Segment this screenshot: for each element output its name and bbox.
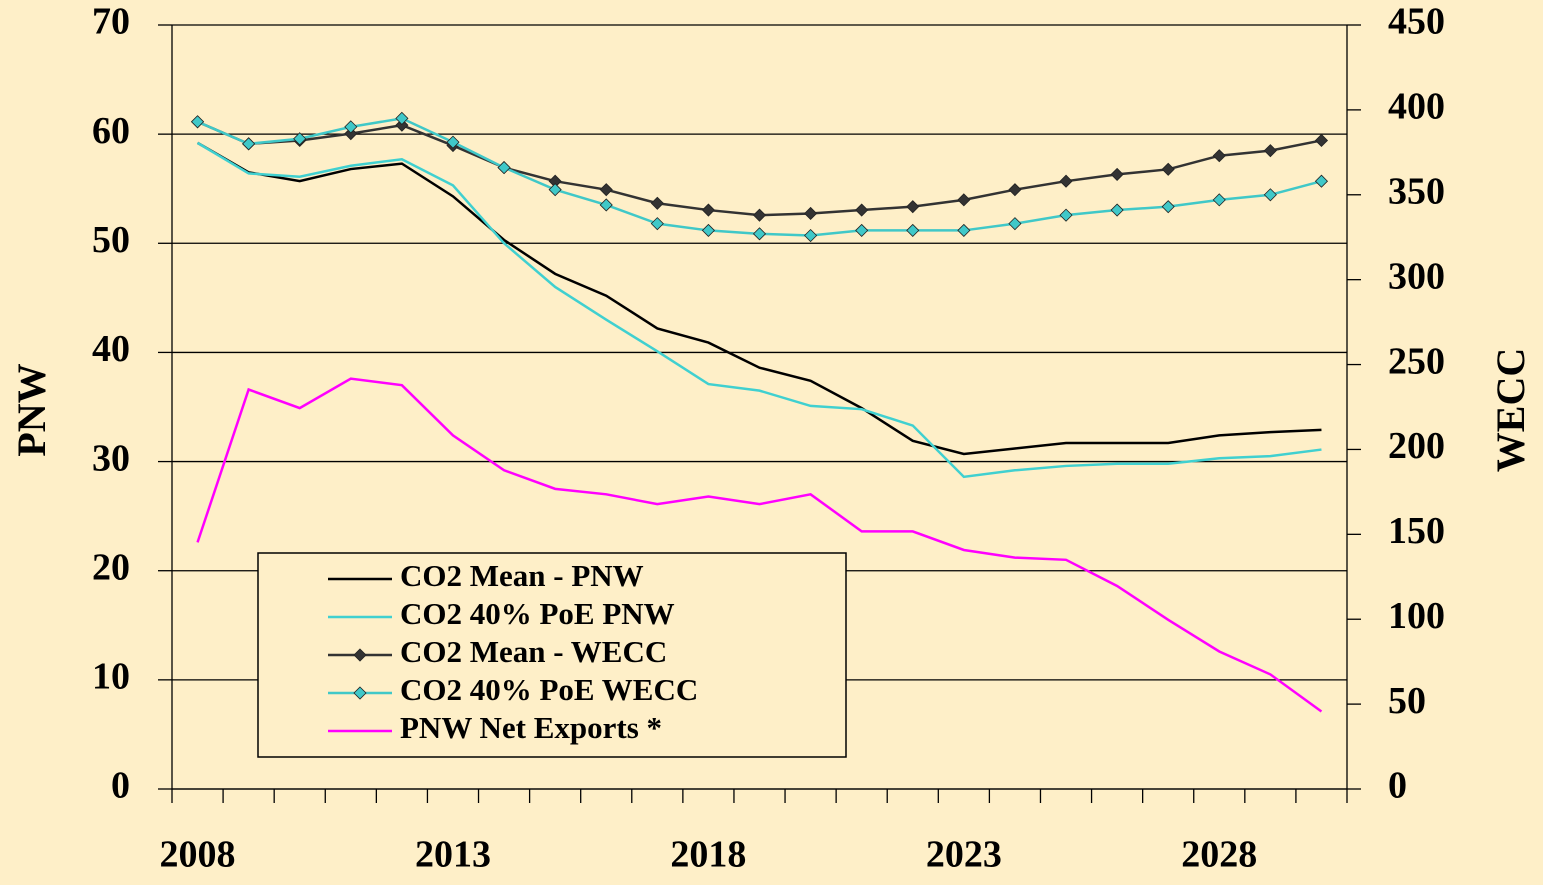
data-point [1059,174,1073,188]
legend-marker [353,686,367,700]
data-point [752,227,767,241]
y-tick-label: 60 [92,110,130,152]
data-point [1161,162,1175,176]
legend-label: CO2 Mean - WECC [400,634,667,669]
data-point [395,111,409,125]
y-tick-label: 10 [92,656,130,698]
legend-label: CO2 Mean - PNW [400,558,644,593]
data-point [1059,208,1073,222]
legend-label: CO2 40% PoE WECC [400,672,698,707]
y2-tick-label: 450 [1388,1,1445,43]
data-point [906,223,920,237]
data-point [1212,149,1226,163]
y-axis-title: PNW [9,363,54,456]
data-point [497,161,511,175]
data-point [242,137,256,151]
data-point [1314,174,1329,188]
y2-tick-label: 50 [1388,680,1426,722]
data-point [701,203,715,217]
data-point [190,115,205,129]
data-point [650,196,664,210]
y2-tick-label: 250 [1388,340,1445,382]
data-point [599,198,613,212]
y2-tick-label: 350 [1388,170,1445,212]
series-line [196,141,1322,479]
data-point [804,228,818,243]
data-point [1314,133,1329,148]
data-point [446,135,460,149]
x-tick-label: 2023 [926,834,1002,876]
y-tick-label: 20 [92,546,130,588]
data-point [752,208,767,222]
data-point [701,223,715,237]
y2-tick-label: 100 [1388,595,1445,637]
y2-tick-label: 0 [1388,765,1407,807]
y-tick-label: 30 [92,437,130,479]
data-point [957,223,971,237]
y-tick-label: 50 [92,219,130,261]
y2-tick-label: 200 [1388,425,1445,467]
data-point [344,120,358,134]
y-tick-label: 0 [111,765,130,807]
data-point [599,183,613,197]
data-point [1008,217,1022,231]
data-point [293,132,307,146]
data-point [650,217,664,231]
data-point [1263,144,1277,158]
x-tick-label: 2008 [160,834,236,876]
y-tick-label: 70 [92,1,130,43]
data-point [804,206,818,221]
y2-tick-label: 400 [1388,86,1445,128]
data-point [1008,183,1022,197]
data-point [344,127,358,141]
data-point [855,203,869,217]
y2-tick-label: 150 [1388,510,1445,552]
data-point [1110,203,1124,217]
series-line [196,141,1322,456]
data-point [1212,193,1226,207]
data-point [395,118,409,132]
data-point [957,193,971,207]
data-point [1161,200,1175,214]
y2-axis-title: WECC [1488,348,1533,472]
x-tick-label: 2013 [415,834,491,876]
y2-tick-label: 300 [1388,255,1445,297]
legend-label: PNW Net Exports * [400,710,662,745]
series-line [196,377,1323,713]
y-tick-label: 40 [92,328,130,370]
data-point [1263,188,1277,202]
x-tick-label: 2018 [670,834,746,876]
x-tick-label: 2028 [1181,834,1257,876]
data-point [855,223,869,237]
data-point [1110,167,1124,181]
data-point [548,183,562,197]
legend-label: CO2 40% PoE PNW [400,596,675,631]
data-point [906,200,920,214]
legend-marker [353,648,367,662]
